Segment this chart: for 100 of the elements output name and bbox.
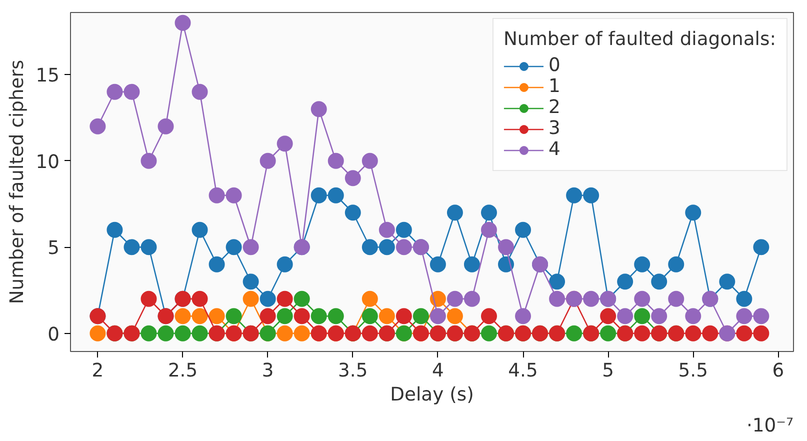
y-axis-title: Number of faulted ciphers xyxy=(6,60,28,304)
point xyxy=(124,239,140,256)
point xyxy=(140,152,157,169)
point xyxy=(226,239,242,256)
point xyxy=(344,170,361,186)
point xyxy=(480,308,497,324)
point xyxy=(549,274,566,290)
point xyxy=(106,222,123,238)
point xyxy=(464,256,480,272)
y-tick-label: 15 xyxy=(36,66,60,87)
point xyxy=(600,308,616,324)
point xyxy=(124,84,140,100)
point xyxy=(583,290,600,307)
point xyxy=(515,308,532,324)
point xyxy=(362,308,378,324)
point xyxy=(140,290,157,307)
point xyxy=(260,152,276,169)
legend-label: 3 xyxy=(548,118,562,139)
point xyxy=(480,325,497,342)
point xyxy=(226,308,242,324)
point xyxy=(430,308,446,324)
point xyxy=(753,308,770,324)
point xyxy=(498,256,514,272)
point xyxy=(753,239,770,256)
point xyxy=(668,290,684,307)
legend-label: 4 xyxy=(548,139,562,160)
point xyxy=(242,239,259,256)
point xyxy=(242,274,259,290)
point xyxy=(140,239,157,256)
point xyxy=(668,256,684,272)
point xyxy=(362,290,378,307)
point xyxy=(378,308,395,324)
point xyxy=(736,308,752,324)
point xyxy=(702,325,718,342)
point xyxy=(174,14,191,31)
legend-label: 1 xyxy=(548,76,562,97)
point xyxy=(600,325,616,342)
x-tick-label: 2 xyxy=(92,360,104,382)
x-tick-label: 3 xyxy=(262,360,274,382)
point xyxy=(192,290,208,307)
point xyxy=(260,290,276,307)
x-tick-label: 2.5 xyxy=(168,360,198,382)
point xyxy=(208,308,225,324)
point xyxy=(753,325,770,342)
y-tick-label: 10 xyxy=(36,152,60,173)
point xyxy=(294,325,310,342)
point xyxy=(192,325,208,342)
point xyxy=(396,239,412,256)
point xyxy=(446,204,463,221)
point xyxy=(549,290,566,307)
point xyxy=(328,187,344,204)
point xyxy=(430,256,446,272)
point xyxy=(158,118,174,134)
point xyxy=(378,239,395,256)
point xyxy=(566,187,582,204)
point xyxy=(736,325,752,342)
point xyxy=(634,256,650,272)
x-tick-label: 6 xyxy=(772,360,784,382)
point xyxy=(276,290,293,307)
point xyxy=(276,136,293,152)
point xyxy=(362,239,378,256)
point xyxy=(90,325,106,342)
point xyxy=(208,187,225,204)
point xyxy=(294,290,310,307)
point xyxy=(396,222,412,238)
legend-label: 0 xyxy=(548,55,562,76)
point xyxy=(480,222,497,238)
x-axis-title: Delay (s) xyxy=(390,384,474,406)
point xyxy=(362,325,378,342)
point xyxy=(276,308,293,324)
point xyxy=(651,274,668,290)
x-tick-label: 4.5 xyxy=(508,360,538,382)
point xyxy=(634,308,650,324)
point xyxy=(446,308,463,324)
point xyxy=(192,308,208,324)
point xyxy=(736,290,752,307)
point xyxy=(685,308,702,324)
point xyxy=(276,256,293,272)
point xyxy=(192,84,208,100)
point xyxy=(192,222,208,238)
legend-label: 2 xyxy=(548,97,562,118)
point xyxy=(396,308,412,324)
point xyxy=(328,152,344,169)
point xyxy=(617,308,634,324)
point xyxy=(498,239,514,256)
point xyxy=(310,308,327,324)
point xyxy=(158,325,174,342)
point xyxy=(362,152,378,169)
point xyxy=(651,308,668,324)
point xyxy=(344,204,361,221)
text: ·10⁻⁷ xyxy=(746,416,794,436)
point xyxy=(634,325,650,342)
point xyxy=(412,308,429,324)
point xyxy=(515,222,532,238)
point xyxy=(566,325,582,342)
point xyxy=(226,187,242,204)
x-tick-label: 3.5 xyxy=(338,360,368,382)
x-tick-label: 5.5 xyxy=(678,360,708,382)
point xyxy=(464,290,480,307)
point xyxy=(174,308,191,324)
